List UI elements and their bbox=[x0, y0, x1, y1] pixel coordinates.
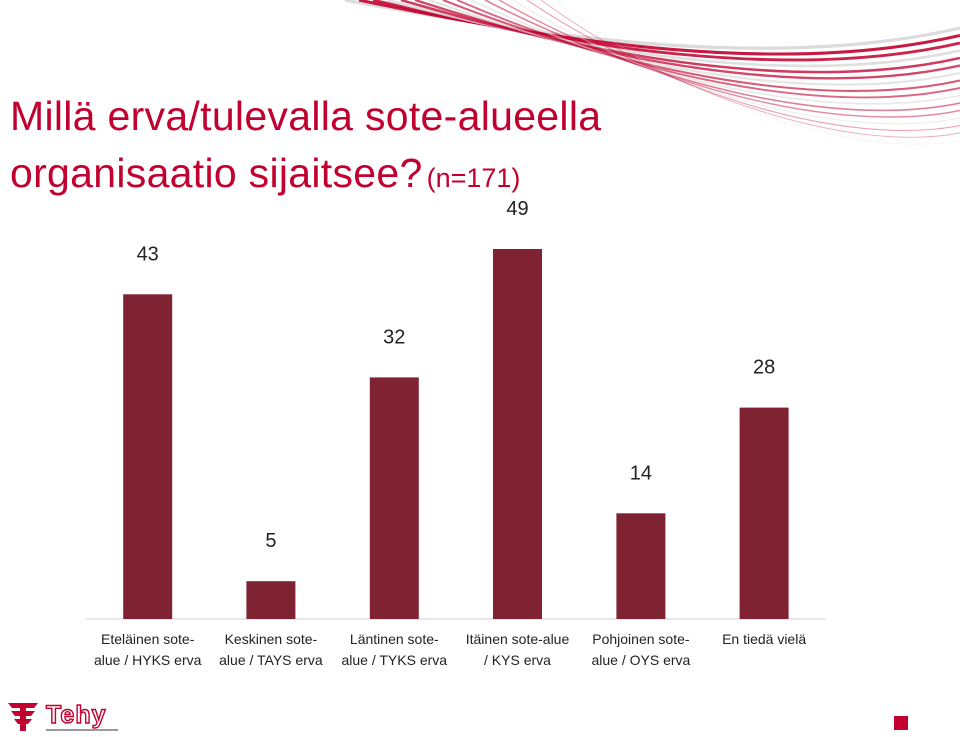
swoosh-line bbox=[484, 0, 960, 112]
bar bbox=[246, 581, 296, 619]
swoosh-line bbox=[400, 0, 960, 74]
category-label: alue / TAYS erva bbox=[219, 652, 323, 668]
swoosh-line bbox=[456, 0, 960, 99]
bar bbox=[123, 294, 173, 619]
category-label: En tiedä vielä bbox=[722, 631, 806, 647]
swoosh-line bbox=[386, 0, 960, 68]
category-label: alue / HYKS erva bbox=[94, 652, 202, 668]
data-label: 14 bbox=[630, 462, 652, 484]
bar bbox=[616, 513, 666, 619]
data-label: 32 bbox=[383, 326, 405, 348]
category-label: alue / TYKS erva bbox=[342, 652, 448, 668]
tehy-logo: Tehy bbox=[6, 700, 136, 732]
swoosh-line bbox=[414, 0, 960, 80]
logo-underline bbox=[46, 729, 118, 731]
data-label: 28 bbox=[753, 357, 775, 379]
data-label: 5 bbox=[265, 530, 276, 552]
swoosh-line bbox=[554, 0, 960, 145]
bar bbox=[369, 377, 419, 619]
category-label: Eteläinen sote- bbox=[101, 631, 195, 647]
title-line-2: organisaatio sijaitsee? (n=171) bbox=[10, 145, 710, 207]
bar bbox=[493, 249, 542, 619]
swoosh-line bbox=[442, 0, 960, 92]
data-label: 49 bbox=[506, 198, 528, 220]
sample-size: (n=171) bbox=[426, 163, 521, 193]
data-label: 43 bbox=[137, 243, 159, 265]
category-label: / KYS erva bbox=[484, 652, 551, 668]
slide-title: Millä erva/tulevalla sote-alueella organ… bbox=[10, 88, 710, 207]
bar bbox=[739, 407, 789, 619]
title-line-1: Millä erva/tulevalla sote-alueella bbox=[10, 93, 602, 139]
swoosh-line bbox=[540, 0, 960, 138]
swoosh-line bbox=[498, 0, 960, 118]
category-label: Pohjoinen sote- bbox=[592, 631, 690, 647]
category-label: Keskinen sote- bbox=[225, 631, 318, 647]
swoosh-line bbox=[512, 0, 960, 125]
category-label: Itäinen sote-alue bbox=[466, 631, 570, 647]
title-line-2-text: organisaatio sijaitsee? bbox=[10, 150, 423, 196]
corner-square bbox=[894, 716, 908, 730]
swoosh-line bbox=[526, 0, 960, 131]
swoosh-line bbox=[470, 0, 960, 105]
decorative-swoosh-lines bbox=[344, 0, 960, 145]
category-label: alue / OYS erva bbox=[591, 652, 690, 668]
tehy-emblem-icon bbox=[8, 703, 38, 731]
swoosh-line bbox=[428, 0, 960, 86]
category-label: Läntinen sote- bbox=[350, 631, 439, 647]
logo-wordmark: Tehy bbox=[45, 700, 107, 729]
